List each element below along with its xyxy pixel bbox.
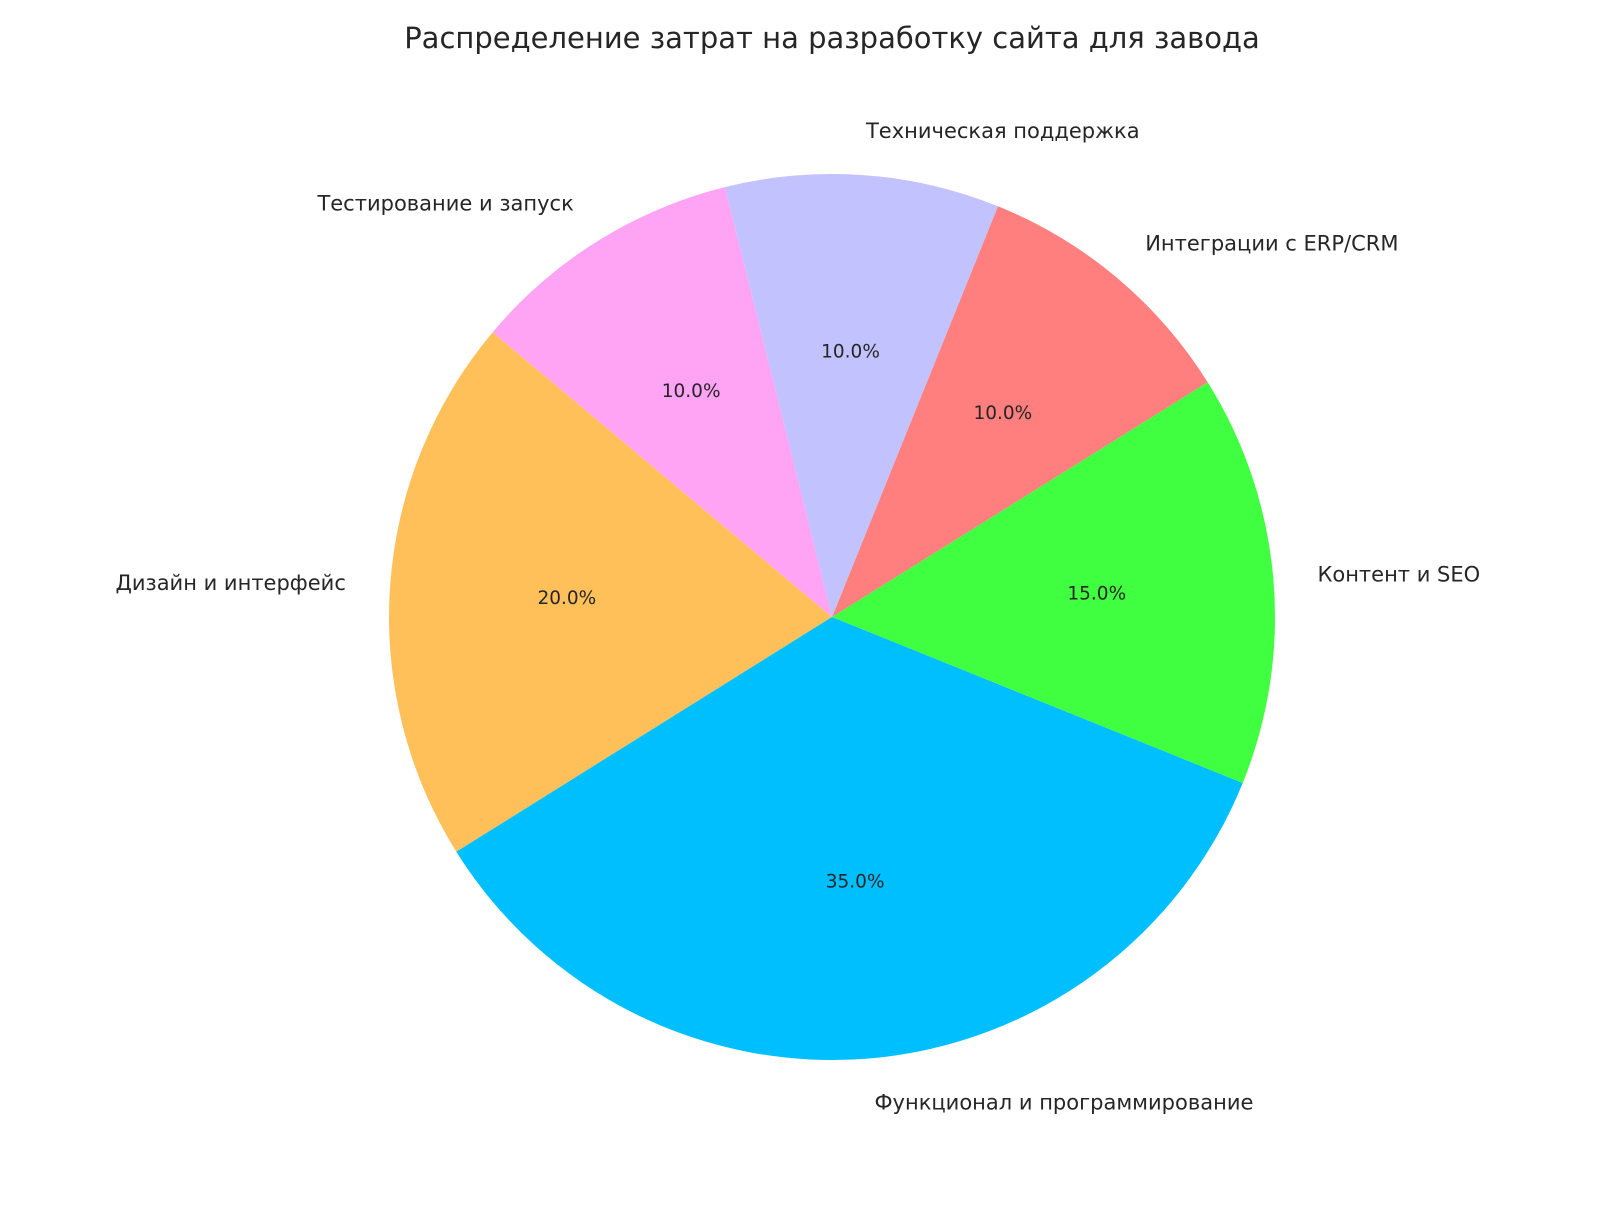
slice-percent-label: 10.0%	[662, 381, 721, 402]
slice-label: Дизайн и интерфейс	[115, 571, 345, 595]
slice-percent-label: 10.0%	[821, 341, 880, 362]
slice-percent-label: 35.0%	[826, 871, 885, 892]
slice-percent-label: 15.0%	[1067, 583, 1126, 604]
pie-slice	[456, 617, 1243, 1060]
pie-slice	[389, 332, 832, 852]
slice-label: Тестирование и запуск	[316, 192, 573, 216]
pie-slice	[832, 206, 1208, 617]
slice-percent-label: 10.0%	[973, 403, 1032, 424]
chart-title: Распределение затрат на разработку сайта…	[404, 21, 1260, 55]
pie-slice	[724, 173, 998, 617]
slice-label: Техническая поддержка	[865, 119, 1140, 143]
slice-percent-label: 20.0%	[537, 588, 596, 609]
slice-label: Интеграции с ERP/CRM	[1145, 232, 1398, 256]
slice-label: Функционал и программирование	[874, 1090, 1253, 1114]
pie-slice	[832, 382, 1275, 783]
slice-label: Контент и SEO	[1317, 563, 1480, 587]
pie-slice	[492, 187, 832, 617]
